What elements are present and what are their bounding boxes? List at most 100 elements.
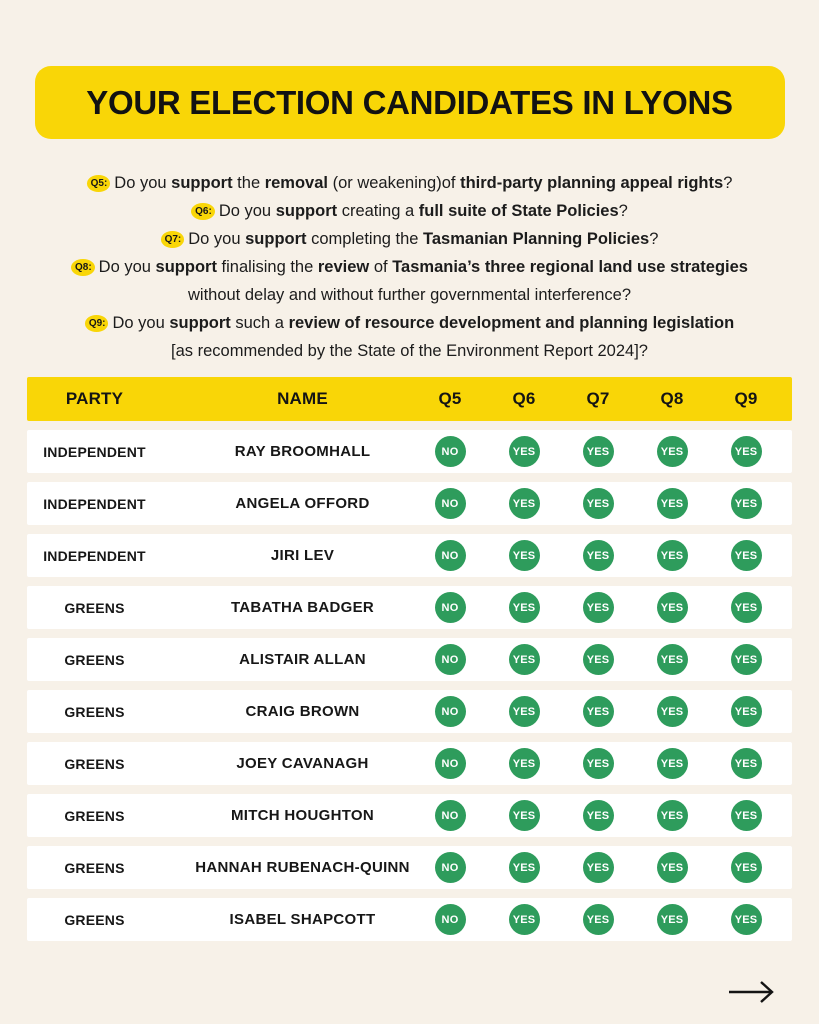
question-line: Q5: Do you support the removal (or weaken… [0,169,819,197]
answer-badge: YES [730,904,762,935]
question-line: Q6: Do you support creating a full suite … [0,197,819,225]
table-row: INDEPENDENT ANGELA OFFORD NO YES YES YES YES [27,482,792,525]
answer-badge: NO [434,436,466,467]
table-row: GREENS ISABEL SHAPCOTT NO YES YES YES YES [27,898,792,941]
question-text: Do you [112,314,170,332]
answer-badge: YES [508,904,540,935]
answer-badge: YES [508,748,540,779]
answer-cell: YES [561,488,635,519]
answer-cell: YES [487,540,561,571]
party-cell: INDEPENDENT [43,443,146,460]
answer-cell: YES [635,592,709,623]
question-text-bold: support [275,202,338,220]
header-q8: Q8 [660,389,684,408]
table-header: PARTY NAME Q5 Q6 Q7 Q8 Q9 [27,377,792,421]
name-cell: HANNAH RUBENACH-QUINN [195,859,410,876]
name-cell: RAY BROOMHALL [234,443,371,460]
name-cell: ALISTAIR ALLAN [239,651,366,668]
answer-badge: YES [730,696,762,727]
answer-cell: NO [413,436,487,467]
question-badge: Q6: [191,203,215,220]
name-cell: CRAIG BROWN [245,703,360,720]
answer-badge: YES [508,800,540,831]
answer-cell: YES [561,904,635,935]
next-arrow-icon[interactable] [727,978,777,1006]
answer-badge: YES [582,488,614,519]
answer-badge: YES [508,592,540,623]
answer-badge: YES [582,852,614,883]
answer-cell: YES [635,644,709,675]
question-line: without delay and without further govern… [0,281,819,309]
answer-badge: YES [582,592,614,623]
header-q7: Q7 [586,389,610,408]
answer-cell: YES [487,696,561,727]
question-line: [as recommended by the State of the Envi… [0,337,819,365]
answer-cell: YES [487,436,561,467]
answer-cell: NO [413,592,487,623]
answer-cell: YES [487,852,561,883]
answer-cell: YES [709,696,783,727]
name-cell: ISABEL SHAPCOTT [229,911,376,928]
answer-cell: YES [709,540,783,571]
answer-badge: YES [582,540,614,571]
party-cell: GREENS [64,911,125,928]
answer-cell: NO [413,904,487,935]
answer-cell: YES [635,852,709,883]
answer-cell: YES [561,852,635,883]
header-q6: Q6 [512,389,536,408]
answer-cell: YES [635,904,709,935]
answer-badge: YES [730,800,762,831]
party-cell: INDEPENDENT [43,495,146,512]
table-row: INDEPENDENT JIRI LEV NO YES YES YES YES [27,534,792,577]
answer-cell: YES [709,800,783,831]
answer-badge: YES [508,540,540,571]
party-cell: GREENS [64,599,125,616]
answer-badge: YES [730,488,762,519]
question-text: Do you [218,202,276,220]
answer-badge: YES [730,852,762,883]
answer-badge: NO [434,540,466,571]
question-text: ? [618,202,628,220]
header-name: NAME [277,389,328,408]
answer-cell: YES [561,436,635,467]
question-text-bold: support [169,314,231,332]
answer-badge: YES [508,852,540,883]
name-cell: ANGELA OFFORD [235,495,370,512]
answer-badge: YES [508,696,540,727]
answer-badge: YES [656,644,688,675]
answer-badge: YES [730,540,762,571]
party-cell: GREENS [64,703,125,720]
candidates-table: PARTY NAME Q5 Q6 Q7 Q8 Q9 INDEPENDENT RAY… [27,377,792,941]
question-text-bold: full suite of State Policies [418,202,619,220]
question-text: Do you [98,258,156,276]
answer-cell: YES [709,436,783,467]
answer-badge: YES [508,488,540,519]
answer-cell: YES [561,644,635,675]
name-cell: JOEY CAVANAGH [236,755,369,772]
question-text: ? [723,174,733,192]
header-q9: Q9 [734,389,758,408]
questions-list: Q5: Do you support the removal (or weaken… [0,169,819,365]
question-text: creating a [337,202,419,220]
answer-badge: YES [656,852,688,883]
answer-badge: YES [582,644,614,675]
answer-badge: YES [656,696,688,727]
header-q5: Q5 [438,389,462,408]
question-text: ? [649,230,659,248]
answer-cell: YES [709,852,783,883]
answer-cell: YES [561,800,635,831]
answer-badge: YES [656,540,688,571]
table-body: INDEPENDENT RAY BROOMHALL NO YES YES YES YES IN… [27,430,792,941]
question-text: of [369,258,393,276]
party-cell: GREENS [64,807,125,824]
question-badge: Q7: [160,231,185,248]
answer-badge: YES [582,748,614,779]
answer-cell: YES [561,748,635,779]
answer-cell: YES [709,748,783,779]
answer-cell: YES [487,488,561,519]
name-cell: JIRI LEV [270,547,335,564]
answer-cell: YES [709,488,783,519]
question-text-bold: third-party planning appeal rights [460,174,724,192]
question-text-bold: removal [264,174,328,192]
